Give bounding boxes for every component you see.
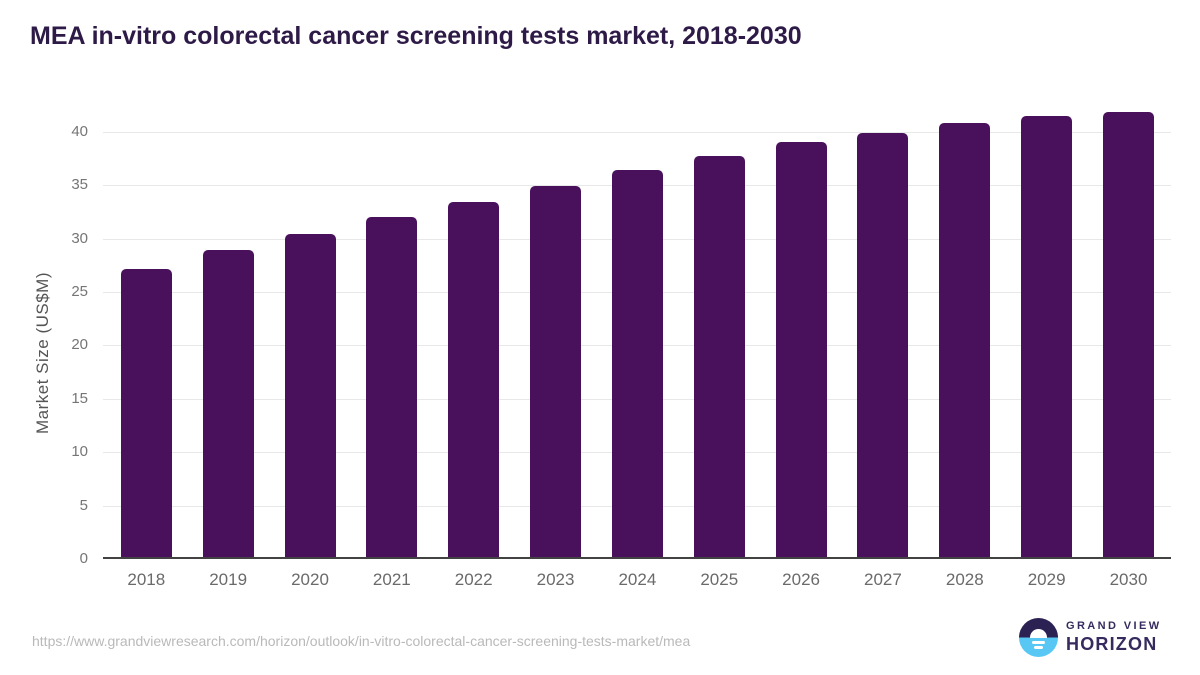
x-tick-label-2028: 2028 [945, 570, 984, 589]
y-tick-label-35: 35 [71, 176, 88, 194]
bar-2022 [448, 202, 500, 559]
bar-2018 [120, 268, 172, 559]
chart-title: MEA in-vitro colorectal cancer screening… [30, 22, 802, 50]
x-axis-line [103, 557, 1171, 559]
x-tick-label-2025: 2025 [700, 570, 739, 589]
x-tick-label-2022: 2022 [454, 570, 493, 589]
bar-2020 [284, 234, 336, 559]
bar-2019 [202, 250, 254, 559]
y-tick-label-25: 25 [71, 283, 88, 300]
y-tick-label-20: 20 [71, 336, 88, 354]
bar-2021 [366, 217, 418, 559]
logo-sun-dome [1030, 629, 1047, 638]
bar-2030 [1103, 111, 1154, 559]
bar-2024 [611, 170, 663, 559]
x-tick-label-2018: 2018 [127, 570, 166, 589]
y-tick-label-5: 5 [79, 496, 88, 514]
brand-name-bottom: HORIZON [1066, 634, 1158, 654]
y-tick-label-15: 15 [71, 389, 88, 407]
bar-2029 [1021, 115, 1073, 559]
x-tick-label-2020: 2020 [291, 570, 329, 589]
x-tick-label-2026: 2026 [782, 570, 820, 589]
y-tick-label-10: 10 [71, 443, 88, 461]
y-gridline-40 [103, 131, 1171, 133]
bar-2025 [693, 156, 745, 559]
x-tick-label-2030: 2030 [1109, 570, 1148, 589]
brand-name: GRAND VIEW HORIZON [1066, 620, 1162, 655]
logo-horizon-line-2 [1034, 645, 1043, 649]
brand-name-top: GRAND VIEW [1066, 620, 1162, 632]
x-tick-label-2023: 2023 [536, 570, 575, 589]
logo-horizon-line-1 [1032, 640, 1045, 644]
x-tick-label-2024: 2024 [618, 570, 657, 589]
x-tick-label-2019: 2019 [209, 570, 248, 589]
brand-logo: GRAND VIEW HORIZON [1019, 618, 1162, 657]
x-tick-label-2027: 2027 [864, 570, 902, 589]
bar-2023 [530, 186, 582, 559]
sun-over-horizon-icon [1019, 618, 1058, 657]
source-url: https://www.grandviewresearch.com/horizo… [32, 633, 691, 649]
x-tick-label-2029: 2029 [1027, 570, 1066, 589]
y-tick-label-0: 0 [79, 550, 88, 567]
y-tick-label-40: 40 [71, 122, 88, 140]
y-tick-label-30: 30 [71, 229, 88, 247]
x-tick-label-2021: 2021 [372, 570, 411, 589]
bar-2027 [857, 132, 909, 559]
bar-2028 [939, 123, 991, 559]
bar-2026 [775, 142, 827, 559]
